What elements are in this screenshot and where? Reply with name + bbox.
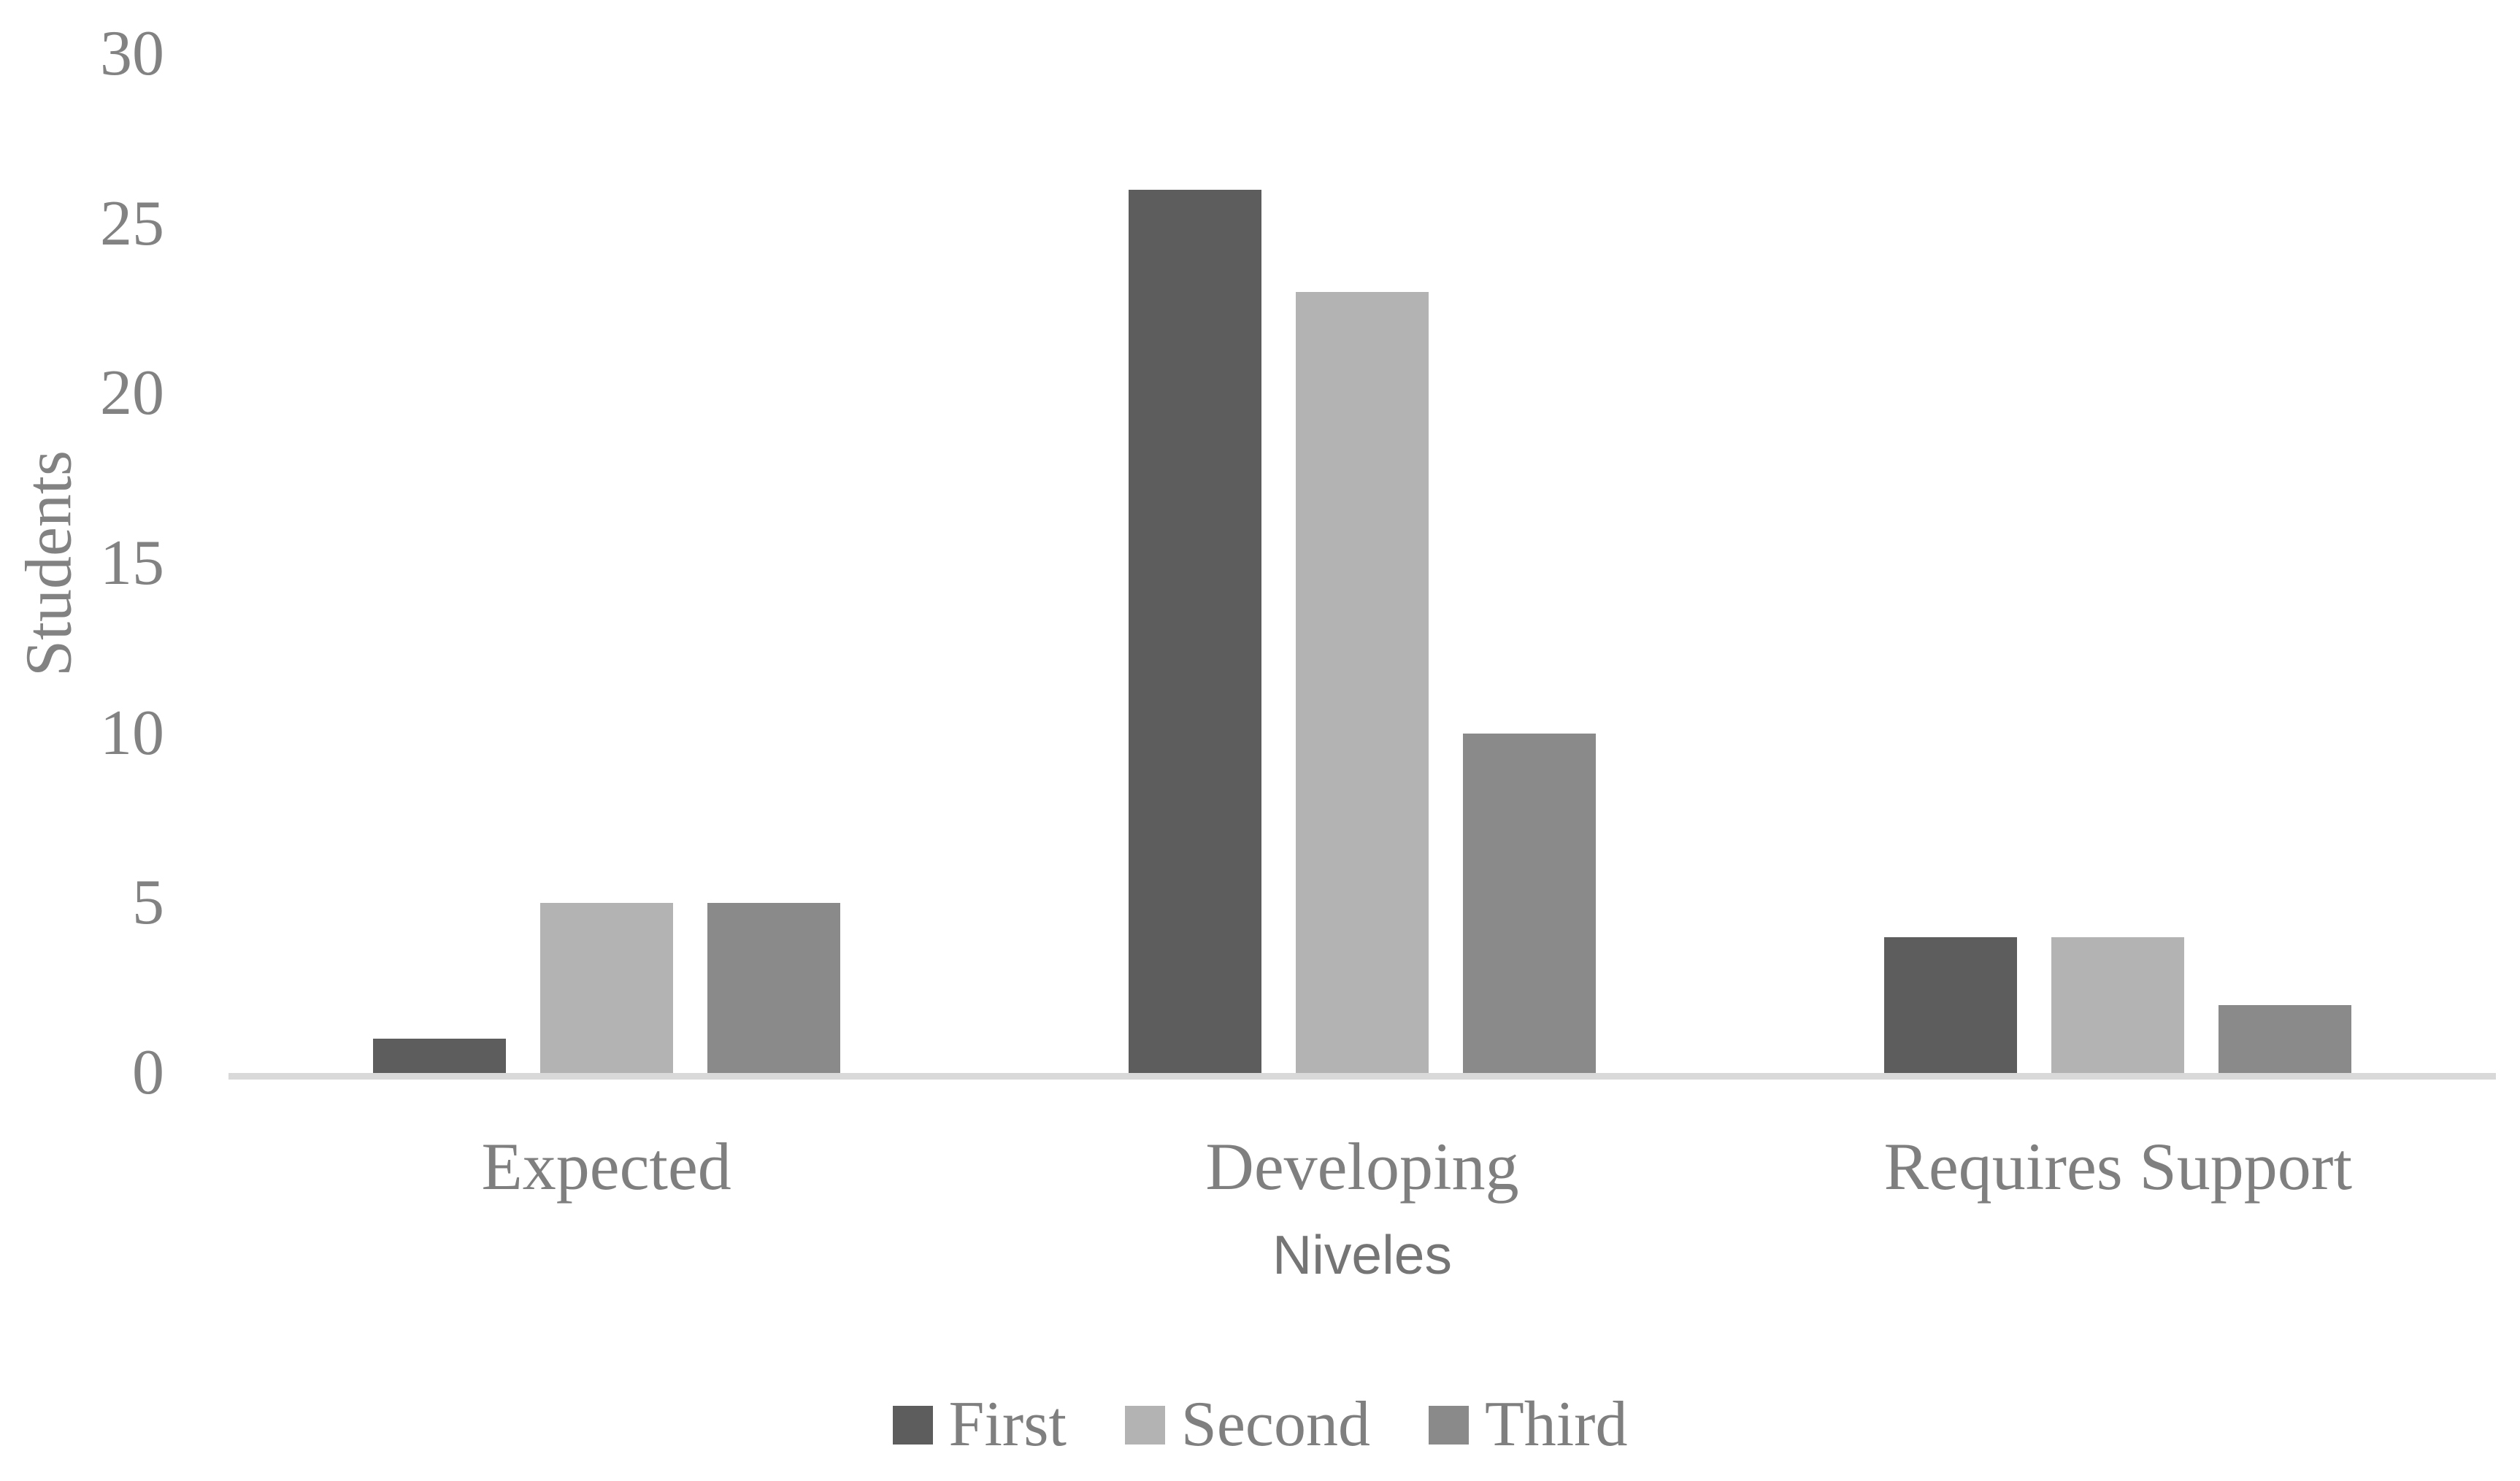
bar-second-requires-support	[2051, 937, 2185, 1073]
legend-label-first: First	[948, 1389, 1067, 1460]
bar-third-developing	[1462, 734, 1596, 1073]
y-tick-0: 0	[132, 1037, 164, 1108]
bar-first-requires-support	[1884, 937, 2018, 1073]
legend-swatch-first	[892, 1405, 933, 1445]
legend-label-third: Third	[1484, 1389, 1628, 1460]
category-label-developing: Developing	[1205, 1129, 1519, 1204]
legend: First Second Third	[0, 1393, 2520, 1457]
legend-label-second: Second	[1180, 1389, 1370, 1460]
legend-item-third: Third	[1428, 1389, 1628, 1460]
bar-group-requires-support	[1740, 54, 2496, 1073]
legend-swatch-third	[1428, 1405, 1469, 1445]
bar-third-requires-support	[2219, 1005, 2352, 1073]
y-tick-10: 10	[100, 697, 164, 769]
legend-item-first: First	[892, 1389, 1067, 1460]
x-axis-baseline	[228, 1073, 2496, 1080]
x-axis-title: Niveles	[1272, 1224, 1452, 1285]
y-axis-tick-labels: 30 25 20 15 10 5 0	[0, 0, 164, 1481]
bar-group-developing	[984, 54, 1740, 1073]
legend-item-second: Second	[1124, 1389, 1370, 1460]
y-tick-15: 15	[100, 528, 164, 599]
bar-second-developing	[1295, 292, 1429, 1073]
y-tick-5: 5	[132, 867, 164, 939]
category-label-expected: Expected	[481, 1129, 731, 1204]
y-tick-30: 30	[100, 18, 164, 89]
y-tick-25: 25	[100, 188, 164, 259]
bar-group-expected	[228, 54, 984, 1073]
y-tick-20: 20	[100, 358, 164, 429]
legend-swatch-second	[1124, 1405, 1165, 1445]
bar-first-developing	[1128, 190, 1261, 1073]
x-axis-category-labels: Expected Developing Requires Support	[228, 1133, 2496, 1200]
bar-first-expected	[372, 1039, 506, 1073]
category-label-requires-support: Requires Support	[1883, 1129, 2353, 1204]
plot-area	[228, 54, 2496, 1080]
bar-second-expected	[539, 903, 673, 1073]
bar-third-expected	[707, 903, 840, 1073]
